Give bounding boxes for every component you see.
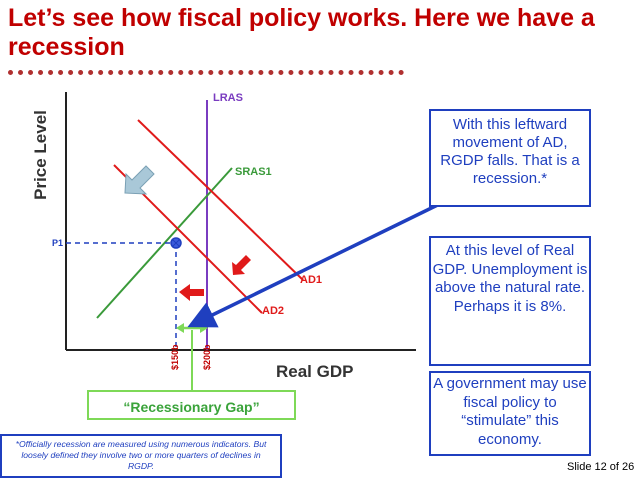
government-callout: A government may use fiscal policy to “s… — [429, 371, 591, 456]
x-tick-200b: $200b — [202, 344, 212, 370]
shift-down-left-arrow — [232, 255, 251, 275]
x-axis-label: Real GDP — [276, 362, 353, 381]
lras-label: LRAS — [213, 92, 243, 104]
recessionary-gap-label: “Recessionary Gap” — [87, 390, 296, 420]
slide-title: Let’s see how fiscal policy works. Here … — [8, 4, 595, 61]
p1-label: P1 — [52, 238, 63, 248]
ad1-label: AD1 — [300, 274, 322, 286]
title-divider — [8, 70, 404, 75]
unemployment-callout: At this level of Real GDP. Unemployment … — [429, 236, 591, 366]
callout-pointer-arrow — [187, 194, 457, 328]
ad2-label: AD2 — [262, 305, 284, 317]
recession-footnote: *Officially recession are measured using… — [0, 434, 282, 478]
shift-arrow-light — [124, 165, 155, 195]
x-tick-150b: $150b — [170, 344, 180, 370]
ad1-line — [137, 119, 304, 281]
shift-left-arrow — [179, 284, 204, 301]
gap-arrowhead-left — [176, 323, 184, 333]
equilibrium-x-mark-b — [171, 238, 181, 248]
slide-number: Slide 12 of 26 — [567, 461, 635, 473]
leftward-movement-callout: With this leftward movement of AD, RGDP … — [429, 109, 591, 207]
sras-line — [96, 167, 233, 319]
y-axis-label: Price Level — [31, 110, 50, 200]
sras-label: SRAS1 — [235, 166, 272, 178]
